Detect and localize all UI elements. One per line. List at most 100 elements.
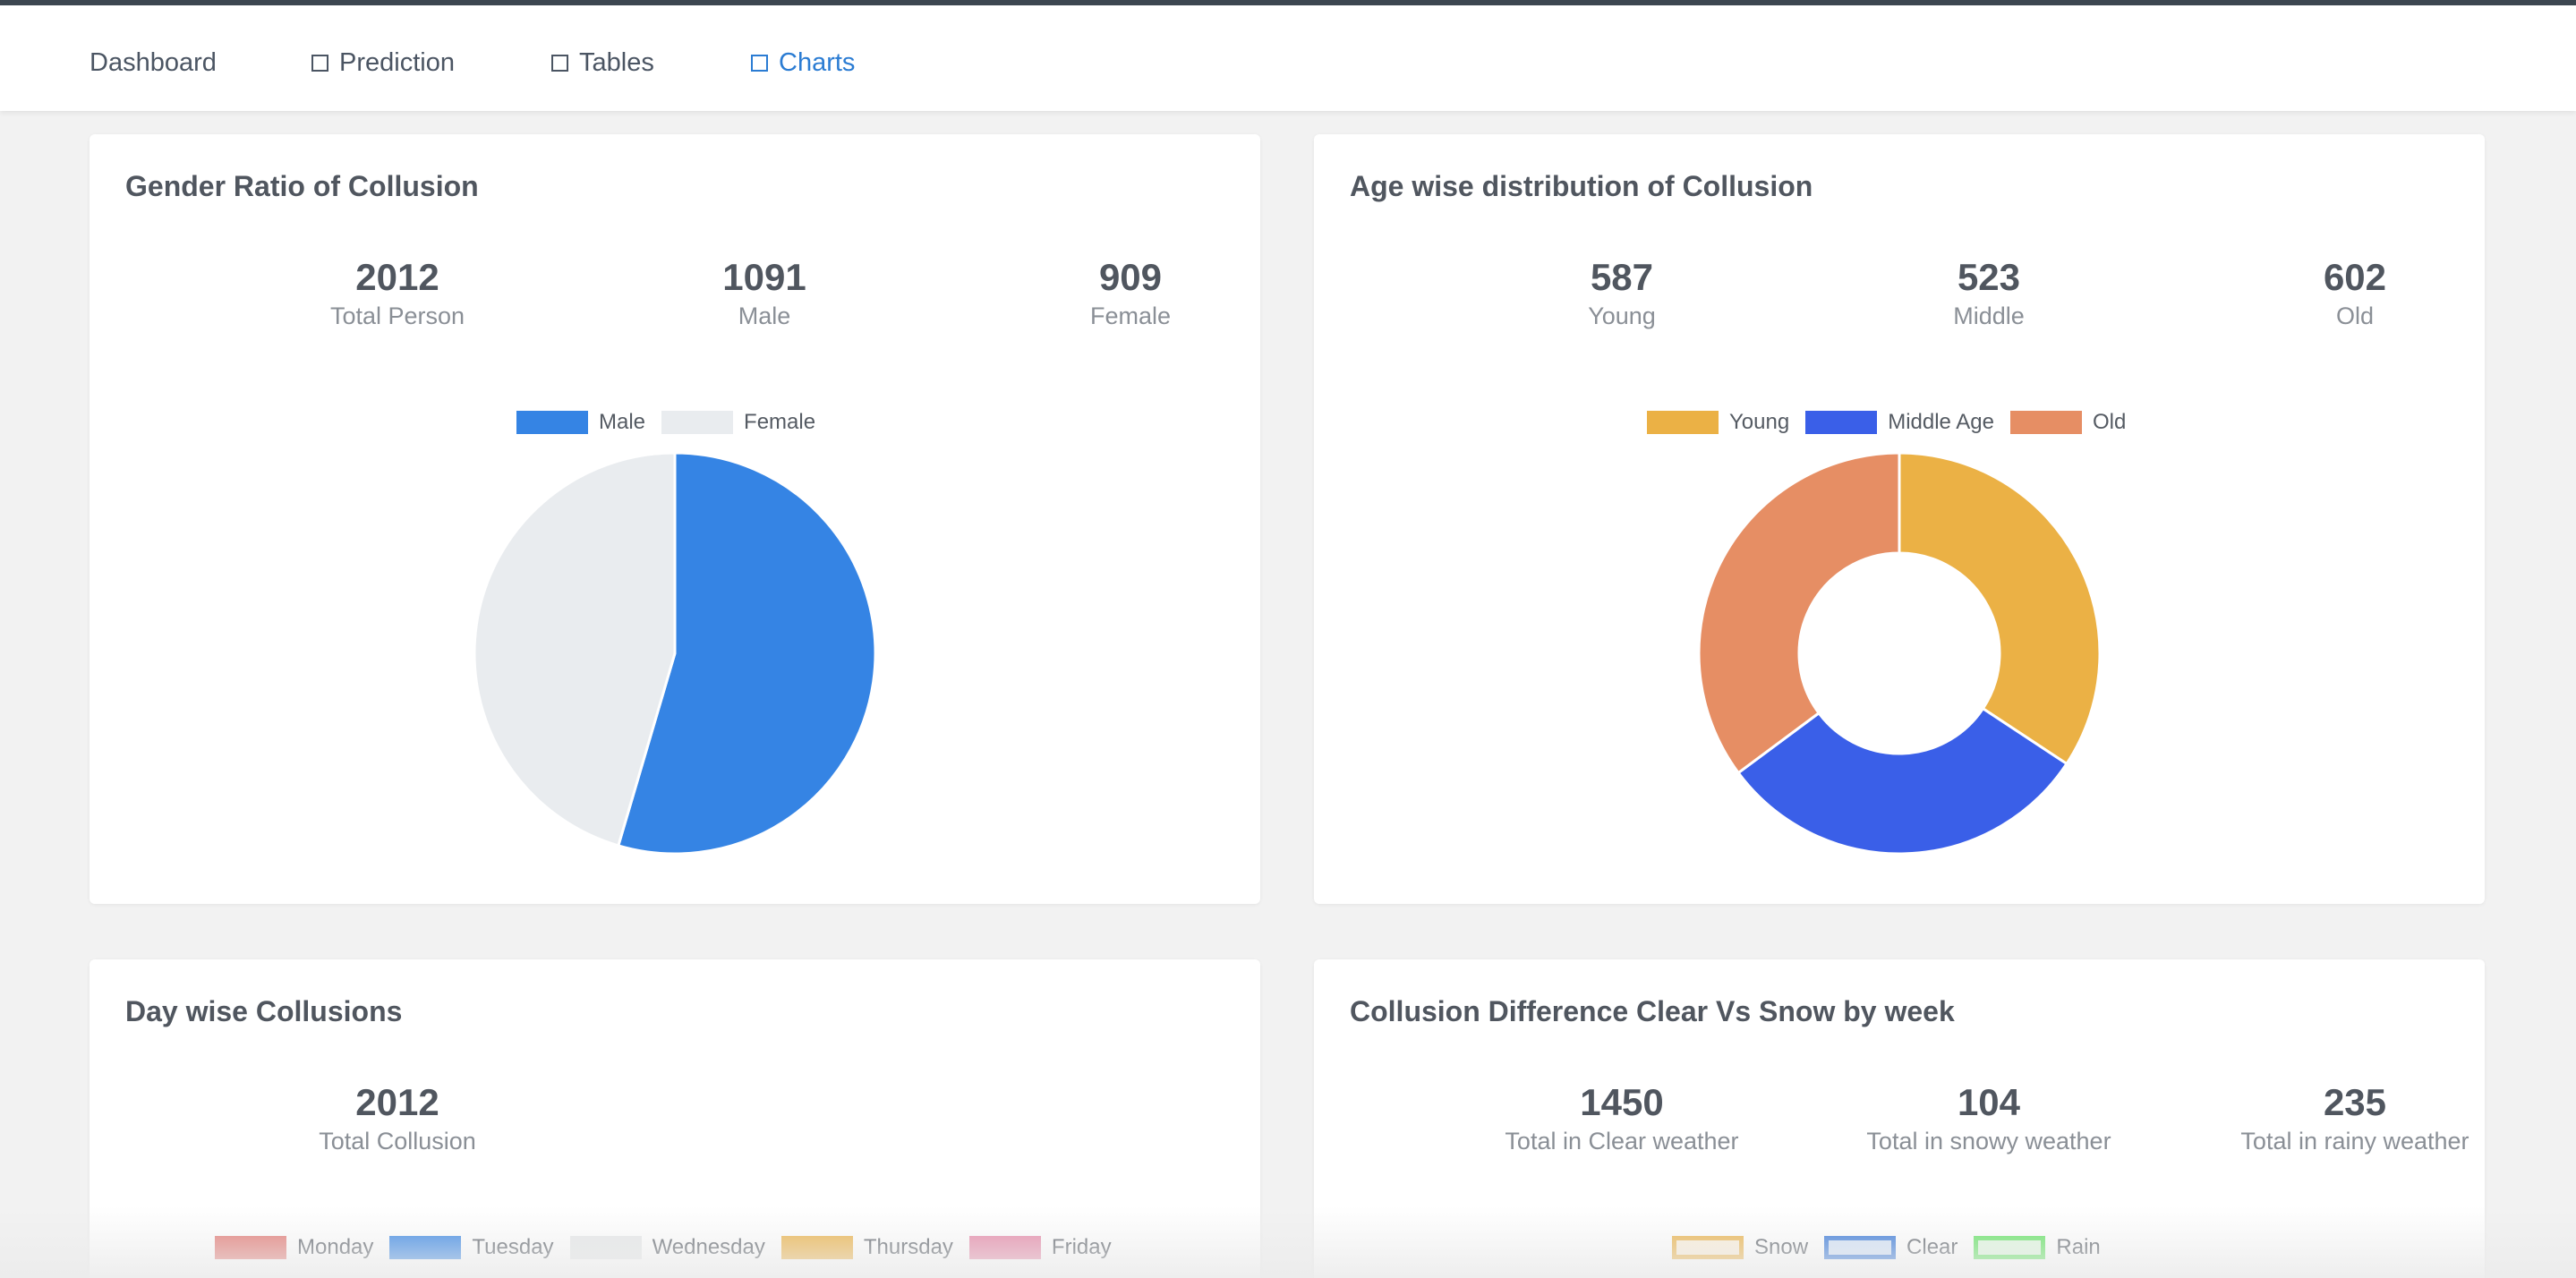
legend-swatch-tuesday bbox=[389, 1236, 462, 1259]
legend-item-snow[interactable]: Snow bbox=[1672, 1235, 1808, 1260]
stat-label: Female bbox=[1089, 302, 1172, 329]
legend-swatch-snow bbox=[1672, 1236, 1744, 1259]
weather-legend: Snow Clear Rain bbox=[1672, 1235, 2101, 1260]
stat-value: 909 bbox=[1098, 256, 1163, 298]
legend-item-old[interactable]: Old bbox=[2009, 410, 2127, 435]
legend-item-monday[interactable]: Monday bbox=[215, 1235, 373, 1260]
stat-label: Old bbox=[2335, 302, 2375, 329]
legend-label: Female bbox=[744, 410, 816, 434]
stat-value: 1450 bbox=[1580, 1081, 1664, 1123]
legend-label: Tuesday bbox=[472, 1235, 554, 1259]
stat-value: 587 bbox=[1590, 256, 1654, 298]
square-icon bbox=[311, 54, 328, 72]
age-donut-chart bbox=[1697, 451, 2102, 856]
legend-label: Friday bbox=[1051, 1235, 1112, 1259]
stat-label: Total in rainy weather bbox=[2240, 1128, 2469, 1154]
stat-value: 523 bbox=[1957, 256, 2021, 298]
legend-item-young[interactable]: Young bbox=[1647, 410, 1789, 435]
stat-value: 235 bbox=[2323, 1081, 2387, 1123]
gender-pie-chart bbox=[473, 451, 877, 856]
legend-swatch-thursday bbox=[780, 1236, 853, 1259]
nav-prediction-label: Prediction bbox=[339, 47, 455, 77]
stat-value: 2012 bbox=[355, 1081, 439, 1123]
legend-swatch-friday bbox=[968, 1236, 1041, 1259]
legend-swatch-young bbox=[1647, 411, 1719, 434]
card-title: Day wise Collusions bbox=[125, 995, 403, 1027]
stat-value: 602 bbox=[2323, 256, 2387, 298]
legend-item-wednesday[interactable]: Wednesday bbox=[569, 1235, 765, 1260]
stat-value: 2012 bbox=[355, 256, 439, 298]
legend-label: Male bbox=[599, 410, 646, 434]
stat-label: Total in snowy weather bbox=[1866, 1128, 2111, 1154]
legend-item-male[interactable]: Male bbox=[516, 410, 645, 435]
stat-total-collusion: 2012 Total Collusion bbox=[214, 1081, 581, 1156]
slice-middle-age[interactable] bbox=[1736, 706, 2069, 856]
legend-label: Young bbox=[1729, 410, 1790, 434]
slice-male[interactable] bbox=[616, 451, 877, 856]
stat-value: 1091 bbox=[722, 256, 806, 298]
stat-value: 104 bbox=[1957, 1081, 2021, 1123]
nav-prediction[interactable]: Prediction bbox=[311, 47, 455, 79]
nav-charts[interactable]: Charts bbox=[751, 47, 855, 79]
legend-label: Thursday bbox=[863, 1235, 953, 1259]
stat-label: Middle bbox=[1953, 302, 2025, 329]
stat-snowy-weather: 104 Total in snowy weather bbox=[1805, 1081, 2172, 1156]
age-legend: Young Middle Age Old bbox=[1647, 410, 2126, 435]
legend-label: Middle Age bbox=[1888, 410, 1994, 434]
card-title: Collusion Difference Clear Vs Snow by we… bbox=[1350, 995, 1955, 1027]
nav-tables-label: Tables bbox=[579, 47, 654, 77]
square-icon bbox=[551, 54, 568, 72]
legend-swatch-old bbox=[2009, 411, 2082, 434]
stat-total-person: 2012 Total Person bbox=[214, 256, 581, 331]
legend-label: Old bbox=[2092, 410, 2127, 434]
stat-female: 909 Female bbox=[947, 256, 1314, 331]
legend-item-clear[interactable]: Clear bbox=[1824, 1235, 1958, 1260]
square-icon bbox=[751, 54, 768, 72]
slice-female[interactable] bbox=[473, 451, 677, 848]
legend-item-tuesday[interactable]: Tuesday bbox=[389, 1235, 554, 1260]
stat-label: Total Person bbox=[329, 302, 465, 329]
legend-item-middle-age[interactable]: Middle Age bbox=[1805, 410, 1994, 435]
nav-dashboard-label: Dashboard bbox=[90, 47, 217, 77]
slice-young[interactable] bbox=[1898, 451, 2102, 766]
stat-young: 587 Young bbox=[1438, 256, 1805, 331]
legend-label: Wednesday bbox=[652, 1235, 765, 1259]
card-title: Gender Ratio of Collusion bbox=[125, 170, 479, 202]
legend-swatch-male bbox=[516, 411, 588, 434]
nav-dashboard[interactable]: Dashboard bbox=[90, 47, 217, 79]
age-card: Age wise distribution of Collusion 587 Y… bbox=[1314, 134, 2485, 904]
nav-tables[interactable]: Tables bbox=[551, 47, 654, 79]
stat-middle: 523 Middle bbox=[1805, 256, 2172, 331]
legend-swatch-rain bbox=[1974, 1236, 2046, 1259]
stat-label: Male bbox=[738, 302, 791, 329]
legend-swatch-middle-age bbox=[1805, 411, 1878, 434]
gender-card: Gender Ratio of Collusion 2012 Total Per… bbox=[90, 134, 1260, 904]
stat-rainy-weather: 235 Total in rainy weather bbox=[2171, 1081, 2538, 1156]
legend-item-rain[interactable]: Rain bbox=[1974, 1235, 2101, 1260]
legend-swatch-clear bbox=[1824, 1236, 1897, 1259]
weather-card: Collusion Difference Clear Vs Snow by we… bbox=[1314, 959, 2485, 1278]
top-navbar: Dashboard Prediction Tables Charts bbox=[0, 0, 2576, 111]
legend-item-thursday[interactable]: Thursday bbox=[780, 1235, 953, 1260]
legend-label: Clear bbox=[1906, 1235, 1958, 1259]
legend-swatch-wednesday bbox=[569, 1236, 642, 1259]
stat-old: 602 Old bbox=[2171, 256, 2538, 331]
nav-charts-label: Charts bbox=[779, 47, 856, 77]
stat-label: Young bbox=[1588, 302, 1656, 329]
legend-swatch-female bbox=[661, 411, 734, 434]
stat-clear-weather: 1450 Total in Clear weather bbox=[1438, 1081, 1805, 1156]
legend-label: Monday bbox=[297, 1235, 374, 1259]
card-title: Age wise distribution of Collusion bbox=[1350, 170, 1813, 202]
stat-label: Total in Clear weather bbox=[1505, 1128, 1739, 1154]
legend-label: Rain bbox=[2056, 1235, 2101, 1259]
stat-male: 1091 Male bbox=[581, 256, 948, 331]
legend-item-female[interactable]: Female bbox=[661, 410, 815, 435]
slice-old[interactable] bbox=[1697, 451, 1901, 775]
stat-label: Total Collusion bbox=[319, 1128, 476, 1154]
legend-item-friday[interactable]: Friday bbox=[968, 1235, 1112, 1260]
gender-legend: Male Female bbox=[516, 410, 815, 435]
day-card: Day wise Collusions 2012 Total Collusion… bbox=[90, 959, 1260, 1278]
legend-label: Snow bbox=[1754, 1235, 1809, 1259]
legend-swatch-monday bbox=[215, 1236, 286, 1259]
day-legend: Monday Tuesday Wednesday Thursday Friday bbox=[215, 1235, 1112, 1260]
